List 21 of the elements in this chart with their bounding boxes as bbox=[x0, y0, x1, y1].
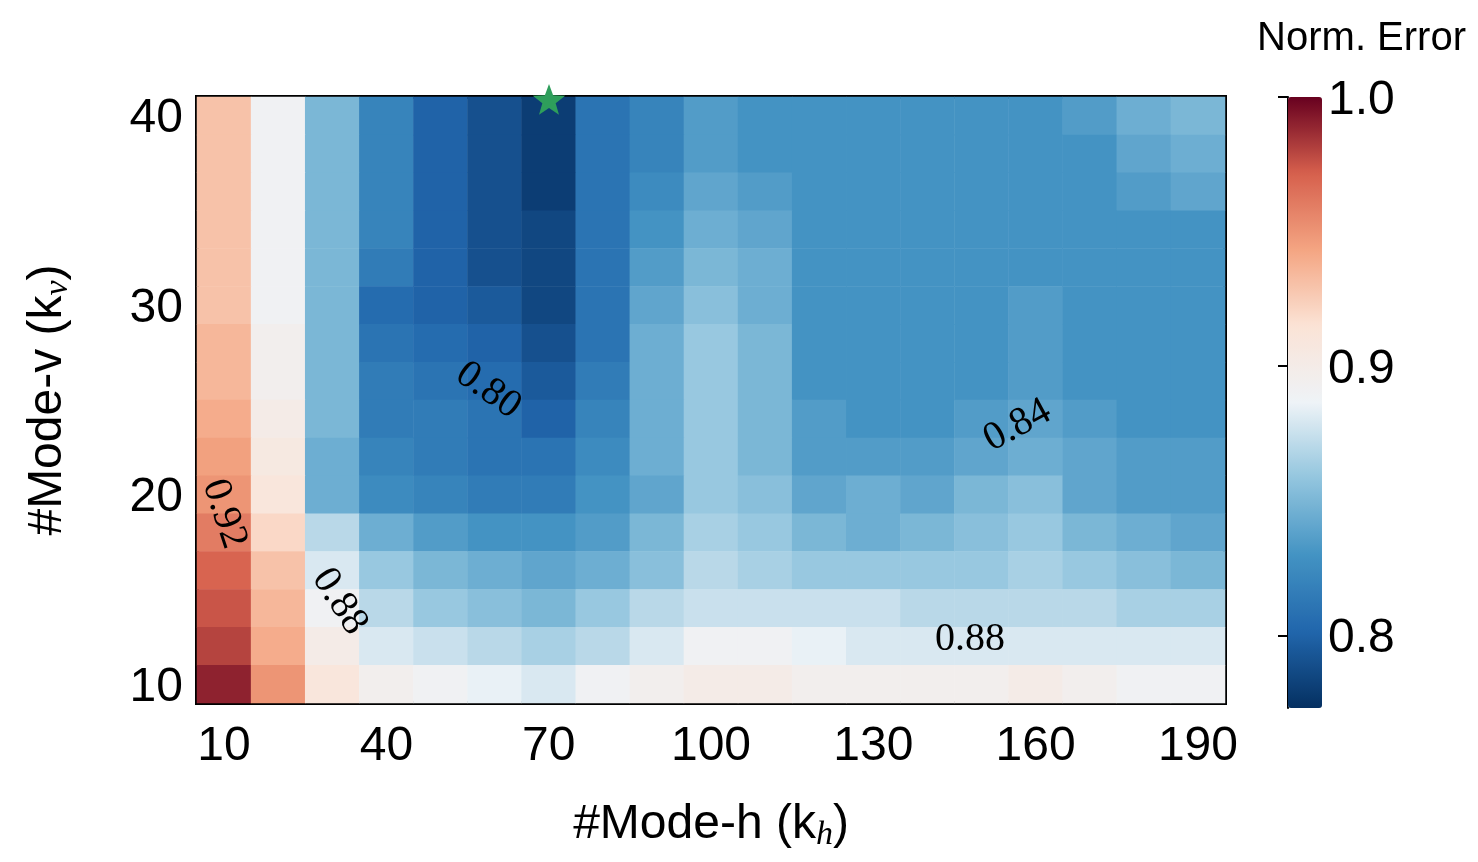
x-tick-label: 10 bbox=[197, 716, 251, 770]
y-tick-label: 30 bbox=[129, 278, 183, 332]
color-bar-label: 0.8 bbox=[1328, 608, 1395, 662]
y-axis-title: #Mode-v (kv) bbox=[17, 264, 74, 536]
annotation: 0.88 bbox=[304, 558, 380, 642]
annotation: 0.80 bbox=[448, 349, 532, 427]
y-tick-label: 20 bbox=[129, 468, 183, 522]
x-tick-label: 100 bbox=[670, 716, 752, 770]
x-tick-label: 70 bbox=[521, 716, 576, 770]
annotation: 0.84 bbox=[974, 386, 1058, 460]
y-tick-label: 10 bbox=[129, 657, 183, 711]
annotation: 0.88 bbox=[935, 613, 1005, 659]
color-bar-label: 1.0 bbox=[1328, 70, 1395, 124]
x-tick-label: 160 bbox=[995, 716, 1076, 770]
annotation: 0.92 bbox=[194, 472, 260, 554]
color-bar-label: 0.9 bbox=[1328, 339, 1395, 393]
x-tick-label: 40 bbox=[359, 716, 414, 770]
color-bar-title: Norm. Error bbox=[1257, 14, 1466, 58]
y-tick-label: 40 bbox=[129, 89, 183, 143]
x-tick-label: 130 bbox=[833, 716, 914, 770]
x-tick-label: 190 bbox=[1157, 716, 1238, 770]
